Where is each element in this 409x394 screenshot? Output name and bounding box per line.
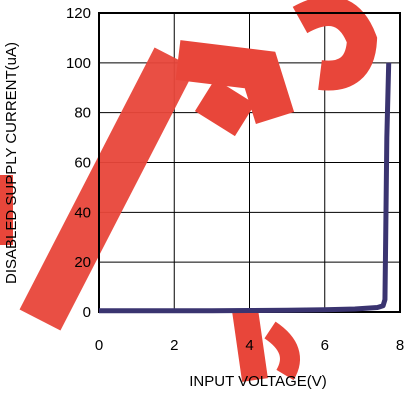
y-tick-label: 20: [74, 254, 91, 271]
x-tick-label: 6: [321, 337, 329, 354]
y-tick-label: 120: [66, 5, 91, 22]
watermark: [0, 0, 378, 382]
x-tick-labels: 0 2 4 6 8: [95, 337, 404, 354]
x-tick-label: 2: [170, 337, 178, 354]
series-line: [99, 62, 392, 314]
x-axis-label: INPUT VOLTAGE(V): [189, 373, 327, 390]
y-tick-label: 80: [74, 105, 91, 122]
watermark-stroke: [292, 0, 378, 91]
watermark-stroke: [194, 78, 256, 137]
x-tick-label: 8: [396, 337, 404, 354]
x-tick-label: 4: [245, 337, 253, 354]
y-tick-label: 60: [74, 155, 91, 172]
watermark-stroke: [19, 47, 196, 331]
y-tick-label: 0: [83, 304, 91, 321]
y-tick-label: 40: [74, 204, 91, 221]
watermark-stroke: [175, 40, 295, 124]
series-layer: [99, 62, 392, 314]
y-tick-label: 100: [66, 55, 91, 72]
y-axis-label: DISABLED SUPPLY CURRENT(uA): [3, 42, 20, 284]
watermark-stroke: [232, 308, 268, 382]
watermark-stroke: [264, 321, 300, 381]
x-tick-label: 0: [95, 337, 103, 354]
y-tick-labels: 0 20 40 60 80 100 120: [66, 5, 91, 321]
